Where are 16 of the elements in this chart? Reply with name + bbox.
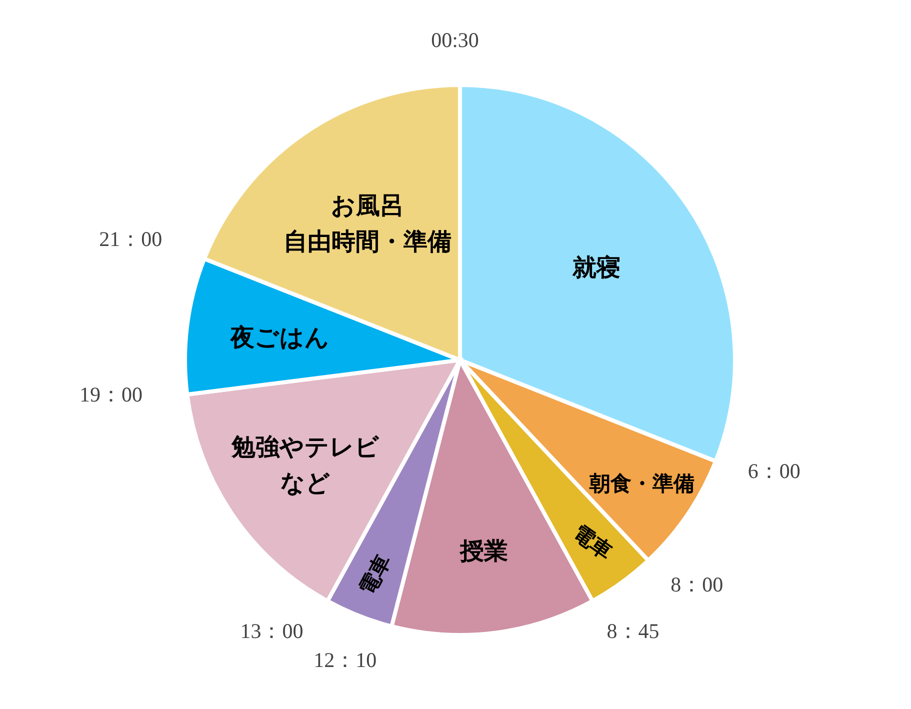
text: 8：00 bbox=[670, 572, 724, 597]
slice-label: 授業 bbox=[459, 536, 508, 565]
text: 8：45 bbox=[606, 619, 660, 644]
text: 13：00 bbox=[240, 619, 304, 644]
slice-label: 夜ごはん bbox=[229, 323, 330, 352]
slice-label: 朝食・準備 bbox=[588, 472, 694, 496]
text: 12：10 bbox=[314, 648, 377, 672]
slice-label: 勉強やテレビなど bbox=[230, 433, 380, 498]
slice-label: お風呂自由時間・準備 bbox=[283, 192, 452, 256]
slice-label: 電車 bbox=[354, 550, 396, 599]
text: 21：00 bbox=[99, 227, 162, 252]
text: 19：00 bbox=[79, 382, 142, 406]
slice-label: 電車 bbox=[568, 520, 617, 564]
text: 6：00 bbox=[748, 458, 800, 483]
text: 00:30 bbox=[431, 28, 479, 52]
slice-label: 就寝 bbox=[571, 253, 620, 282]
